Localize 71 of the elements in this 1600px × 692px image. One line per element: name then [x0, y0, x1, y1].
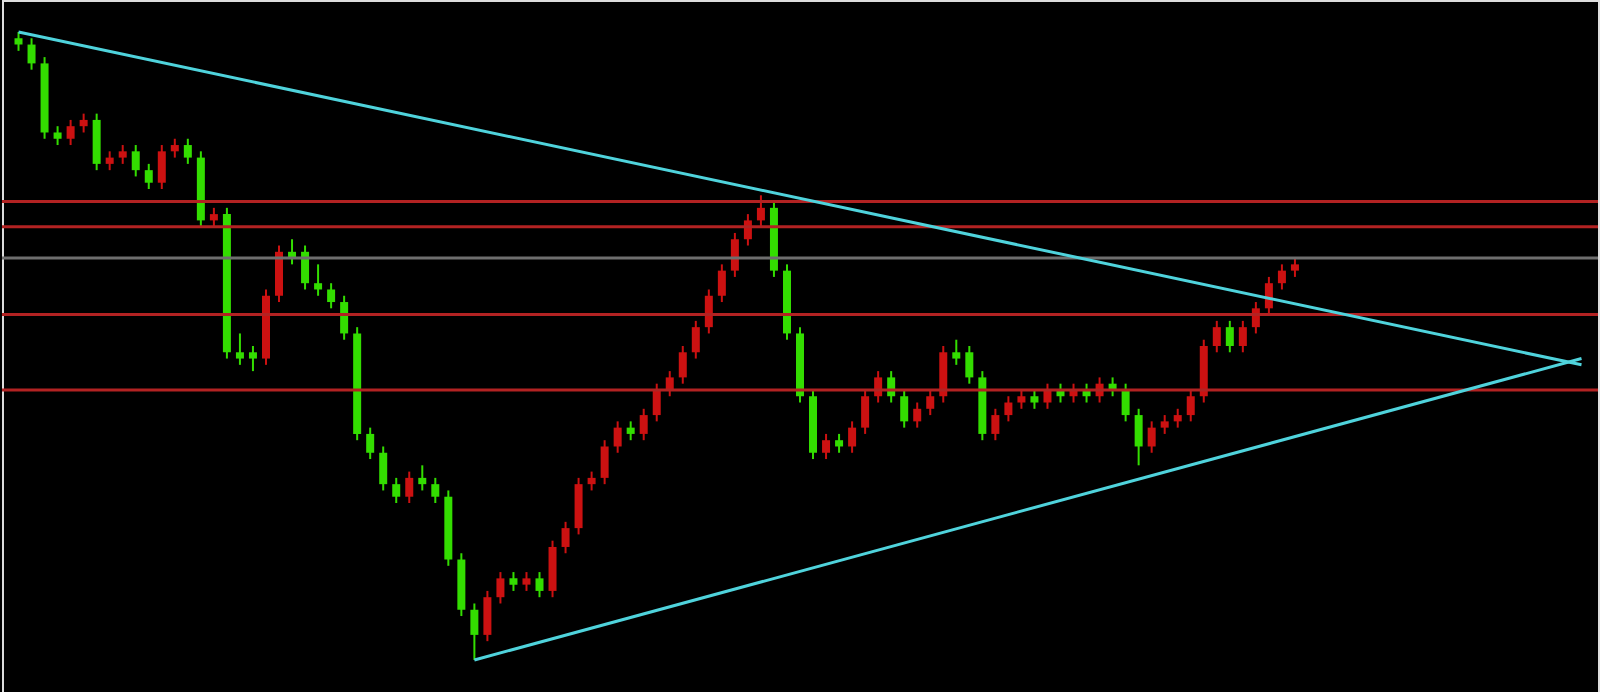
- candlestick: [1147, 420, 1156, 454]
- candlestick: [1238, 319, 1247, 354]
- candlestick: [939, 345, 948, 404]
- candlestick: [470, 602, 479, 661]
- candlestick: [170, 137, 179, 159]
- candlestick: [327, 282, 336, 310]
- candlestick: [79, 112, 88, 134]
- candlestick: [548, 539, 557, 599]
- candlestick: [626, 420, 635, 442]
- candlestick: [53, 125, 62, 147]
- candlestick: [66, 118, 75, 147]
- candlestick: [965, 345, 974, 385]
- candlestick: [209, 206, 218, 228]
- candlestick: [509, 571, 518, 592]
- candlestick: [587, 470, 596, 492]
- candlestick: [379, 445, 388, 492]
- candlestick: [14, 31, 23, 52]
- candlestick: [1186, 388, 1195, 423]
- candlestick: [652, 382, 661, 423]
- candlestick: [730, 231, 739, 278]
- candlestick: [1017, 388, 1026, 410]
- candlestick: [561, 520, 570, 555]
- candlestick: [822, 432, 831, 461]
- candlestick: [1277, 263, 1286, 291]
- candlestick: [522, 571, 531, 592]
- candlestick: [1290, 257, 1299, 278]
- candlestick: [131, 144, 140, 178]
- candlestick: [183, 137, 192, 165]
- candlestick: [952, 338, 961, 366]
- candlestick: [1134, 407, 1143, 467]
- candlestick: [900, 388, 909, 429]
- candlestick: [248, 345, 257, 373]
- candlestick: [1212, 319, 1221, 354]
- candlestick: [1030, 388, 1039, 410]
- candlestick: [835, 432, 844, 454]
- candlestick: [600, 439, 609, 486]
- candlestick: [717, 263, 726, 304]
- candlestick: [496, 571, 505, 605]
- candlestick: [639, 407, 648, 442]
- candlestick: [613, 420, 622, 454]
- candlestick: [1173, 407, 1182, 429]
- candlestick: [431, 476, 440, 504]
- candlestick: [92, 112, 101, 172]
- candlestick: [144, 162, 153, 190]
- candlestick: [1160, 414, 1169, 435]
- candlestick: [991, 407, 1000, 442]
- candlestick: [926, 388, 935, 417]
- candlestick: [235, 332, 244, 366]
- candlestick: [574, 476, 583, 536]
- candlestick: [118, 144, 127, 165]
- candlestick: [418, 464, 427, 492]
- candlestick: [861, 388, 870, 435]
- candlestick: [275, 244, 284, 304]
- candlestick: [405, 470, 414, 504]
- candlestick: [913, 401, 922, 429]
- candlestick: [105, 150, 114, 172]
- candlestick: [1225, 319, 1234, 354]
- candlestick: [483, 589, 492, 643]
- candlestick: [157, 144, 166, 190]
- candlestick: [756, 194, 765, 228]
- candlestick: [535, 571, 544, 599]
- candlestick: [848, 420, 857, 454]
- candlestick: [1043, 382, 1052, 410]
- candlestick: [1004, 395, 1013, 423]
- candlestick: [392, 476, 401, 504]
- candlestick: [366, 426, 375, 461]
- candlestick: [678, 345, 687, 385]
- candlestick: [1121, 382, 1130, 423]
- candlestick: [27, 37, 36, 71]
- candlestick: [691, 319, 700, 360]
- candlestick: [314, 263, 323, 297]
